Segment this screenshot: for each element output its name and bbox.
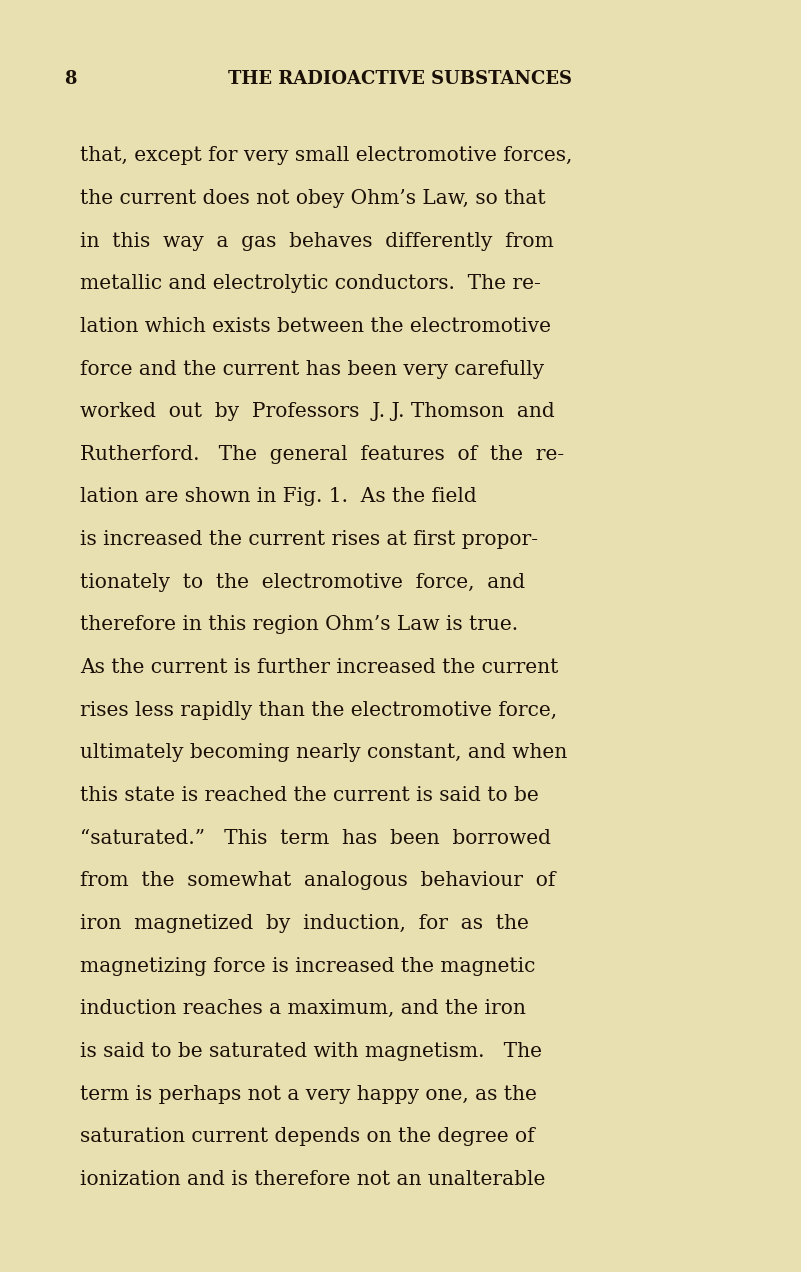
Text: from  the  somewhat  analogous  behaviour  of: from the somewhat analogous behaviour of: [80, 871, 555, 890]
Text: 8: 8: [64, 70, 77, 88]
Text: iron  magnetized  by  induction,  for  as  the: iron magnetized by induction, for as the: [80, 915, 529, 932]
Text: is increased the current rises at first propor-: is increased the current rises at first …: [80, 530, 538, 550]
Text: “saturated.”   This  term  has  been  borrowed: “saturated.” This term has been borrowed: [80, 828, 551, 847]
Text: THE RADIOACTIVE SUBSTANCES: THE RADIOACTIVE SUBSTANCES: [228, 70, 573, 88]
Text: Rutherford.   The  general  features  of  the  re-: Rutherford. The general features of the …: [80, 445, 564, 464]
Text: force and the current has been very carefully: force and the current has been very care…: [80, 360, 544, 379]
Text: metallic and electrolytic conductors.  The re-: metallic and electrolytic conductors. Th…: [80, 275, 541, 294]
Text: the current does not obey Ohm’s Law, so that: the current does not obey Ohm’s Law, so …: [80, 190, 545, 207]
Text: ultimately becoming nearly constant, and when: ultimately becoming nearly constant, and…: [80, 743, 567, 762]
Text: magnetizing force is increased the magnetic: magnetizing force is increased the magne…: [80, 957, 536, 976]
Text: term is perhaps not a very happy one, as the: term is perhaps not a very happy one, as…: [80, 1085, 537, 1104]
Text: is said to be saturated with magnetism.   The: is said to be saturated with magnetism. …: [80, 1042, 542, 1061]
Text: in  this  way  a  gas  behaves  differently  from: in this way a gas behaves differently fr…: [80, 232, 553, 251]
Text: As the current is further increased the current: As the current is further increased the …: [80, 658, 558, 677]
Text: rises less rapidly than the electromotive force,: rises less rapidly than the electromotiv…: [80, 701, 557, 720]
Text: lation are shown in Fig. 1.  As the field: lation are shown in Fig. 1. As the field: [80, 487, 477, 506]
Text: lation which exists between the electromotive: lation which exists between the electrom…: [80, 317, 551, 336]
Text: tionately  to  the  electromotive  force,  and: tionately to the electromotive force, an…: [80, 572, 525, 591]
Text: this state is reached the current is said to be: this state is reached the current is sai…: [80, 786, 539, 805]
Text: induction reaches a maximum, and the iron: induction reaches a maximum, and the iro…: [80, 1000, 526, 1019]
Text: saturation current depends on the degree of: saturation current depends on the degree…: [80, 1127, 535, 1146]
Text: worked  out  by  Professors  J. J. Thomson  and: worked out by Professors J. J. Thomson a…: [80, 402, 555, 421]
Text: that, except for very small electromotive forces,: that, except for very small electromotiv…: [80, 146, 573, 165]
Text: therefore in this region Ohm’s Law is true.: therefore in this region Ohm’s Law is tr…: [80, 616, 518, 635]
Text: ionization and is therefore not an unalterable: ionization and is therefore not an unalt…: [80, 1170, 545, 1189]
